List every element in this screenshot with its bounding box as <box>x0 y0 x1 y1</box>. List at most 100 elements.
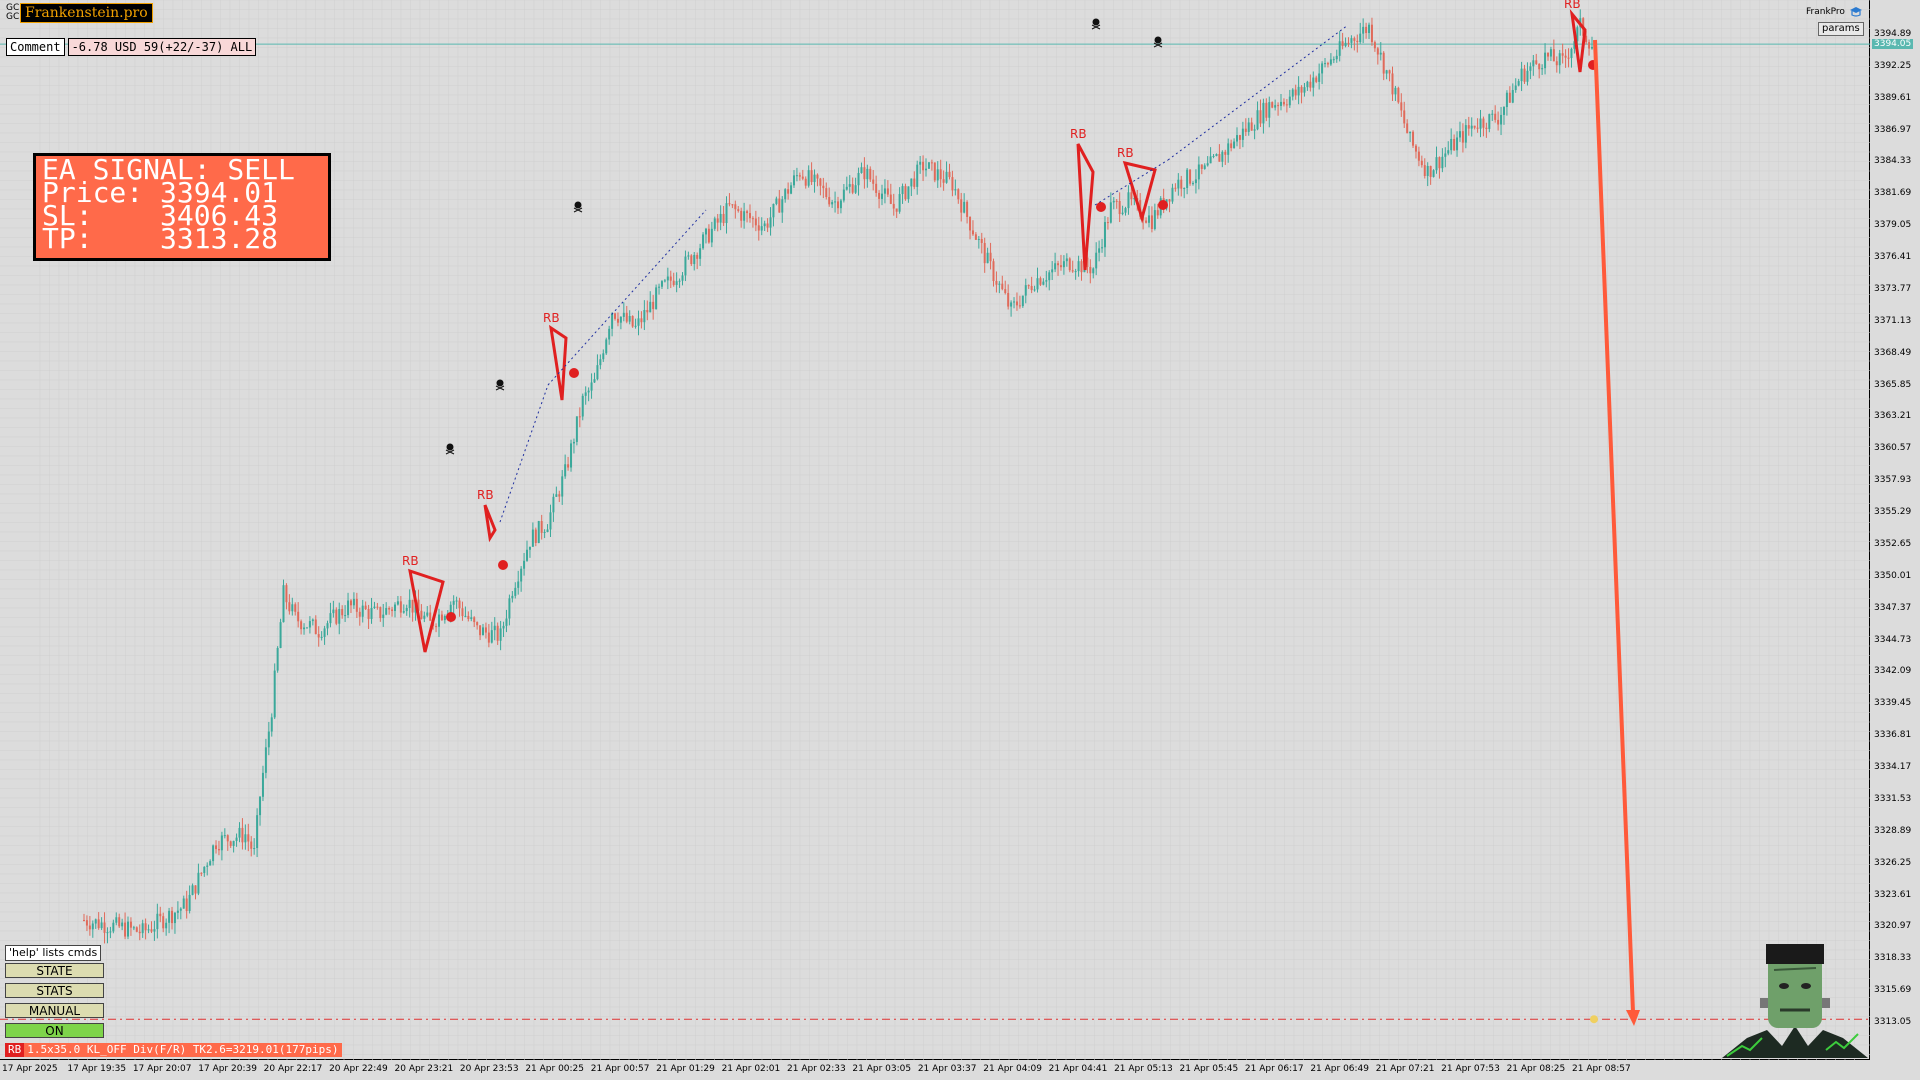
sell-marker-icon <box>498 560 508 570</box>
candle-body <box>391 609 394 612</box>
candle-body <box>132 927 135 929</box>
price-tick-label: 3320.97 <box>1874 921 1912 932</box>
candle-body <box>250 841 253 849</box>
symbol-line: GC <box>6 3 20 13</box>
candle-body <box>1409 131 1412 134</box>
comment-button[interactable]: Comment <box>6 38 65 56</box>
candle-body <box>505 618 508 626</box>
candle-body <box>1591 46 1593 49</box>
candle-body <box>103 922 106 933</box>
candle-body <box>1338 41 1341 56</box>
candle-body <box>1362 26 1365 34</box>
candle-body <box>1456 137 1459 151</box>
candle-body <box>564 464 567 477</box>
on-toggle-button[interactable]: ON <box>5 1023 104 1038</box>
time-tick-label: 17 Apr 19:35 <box>67 1064 127 1074</box>
candle-body <box>285 585 288 603</box>
price-tick-label: 3381.69 <box>1874 188 1912 199</box>
chart-area[interactable]: RB RB RB RB RB RB <box>0 0 1870 1060</box>
candle-body <box>476 622 479 626</box>
candle-body <box>693 254 696 265</box>
signal-tp-row: TP: 3313.28 <box>42 225 322 253</box>
candle-body <box>1180 179 1183 189</box>
sell-marker-icon <box>1096 202 1106 212</box>
candle-body <box>1318 73 1321 82</box>
candle-body <box>1274 105 1277 108</box>
candle-body <box>1288 96 1291 106</box>
params-button[interactable]: params <box>1818 22 1864 36</box>
candle-body <box>1347 42 1350 44</box>
price-tick-label: 3331.53 <box>1874 793 1912 804</box>
candle-body <box>552 496 555 513</box>
candle-body <box>1103 222 1106 248</box>
candle-body <box>646 309 649 313</box>
candle-body <box>118 917 121 927</box>
price-tick-label: 3334.17 <box>1874 762 1912 773</box>
skull-icon <box>496 379 504 387</box>
candle-body <box>1048 272 1051 281</box>
price-tick-label: 3392.25 <box>1874 60 1912 71</box>
candle-body <box>159 913 162 917</box>
candle-body <box>954 189 957 191</box>
candle-body <box>831 202 834 205</box>
price-axis: 3394.89 3392.25 3389.61 3386.97 3384.33 3381.… <box>1870 0 1920 1060</box>
candle-body <box>138 931 141 934</box>
price-tick-label: 3386.97 <box>1874 124 1912 135</box>
candle-body <box>746 211 749 214</box>
state-button[interactable]: STATE <box>5 963 104 978</box>
candle-body <box>1200 164 1203 169</box>
candle-body <box>687 255 690 257</box>
candle-body <box>1238 135 1241 140</box>
candle-body <box>1470 125 1473 129</box>
candle-body <box>261 772 264 797</box>
candle-body <box>822 185 825 189</box>
candle-body <box>314 619 317 635</box>
candle-body <box>989 252 992 262</box>
candle-body <box>244 834 247 843</box>
price-tick-label: 3318.33 <box>1874 953 1912 964</box>
candle-body <box>866 168 869 180</box>
candle-body <box>1080 261 1083 273</box>
candle-body <box>892 203 895 209</box>
stats-button[interactable]: STATS <box>5 983 104 998</box>
candle-body <box>1450 138 1453 151</box>
candle-body <box>373 606 376 608</box>
candle-body <box>883 188 886 194</box>
candle-body <box>1561 53 1564 56</box>
candle-body <box>760 226 763 231</box>
candle-body <box>470 617 473 620</box>
sell-marker-icon <box>569 368 579 378</box>
time-tick-label: 21 Apr 06:17 <box>1244 1064 1304 1074</box>
time-tick-label: 20 Apr 23:53 <box>459 1064 519 1074</box>
time-tick-label: 21 Apr 01:29 <box>656 1064 715 1074</box>
candle-body <box>305 627 308 629</box>
candle-body <box>112 922 115 932</box>
candle-body <box>300 621 303 630</box>
candle-body <box>599 359 602 366</box>
candle-body <box>217 849 220 851</box>
candle-body <box>1015 301 1018 306</box>
graduation-cap-icon[interactable] <box>1849 6 1863 18</box>
candle-body <box>734 204 737 210</box>
candle-body <box>857 172 860 186</box>
price-tick-label: 3336.81 <box>1874 730 1912 741</box>
candle-body <box>969 216 972 231</box>
candle-body <box>1309 81 1312 88</box>
candle-body <box>1115 200 1118 202</box>
candle-body <box>790 185 793 194</box>
candle-body <box>212 845 215 862</box>
candle-body <box>1174 187 1177 189</box>
manual-button[interactable]: MANUAL <box>5 1003 104 1018</box>
candle-body <box>294 604 297 612</box>
candle-body <box>1365 26 1368 34</box>
candle-body <box>1030 285 1033 291</box>
candle-body <box>795 175 798 177</box>
candle-body <box>1256 110 1259 130</box>
candle-body <box>605 339 608 354</box>
time-tick-label: 21 Apr 00:57 <box>590 1064 650 1074</box>
candle-body <box>440 614 443 621</box>
candle-body <box>1101 247 1104 249</box>
candle-body <box>127 921 130 937</box>
candle-body <box>493 625 496 631</box>
candle-body <box>907 186 910 200</box>
